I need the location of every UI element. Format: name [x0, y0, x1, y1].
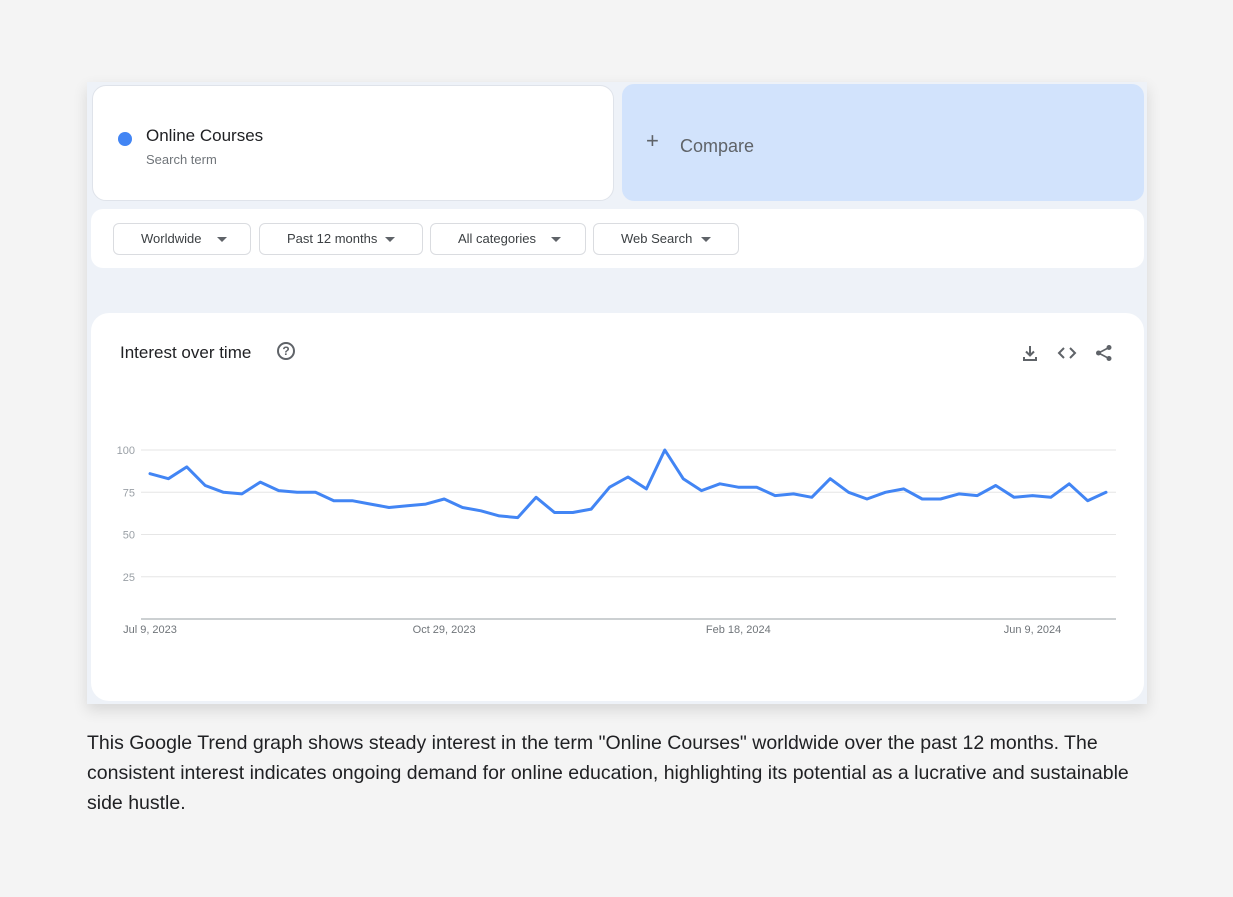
help-circle-icon[interactable]: ?	[277, 342, 295, 360]
filter-category[interactable]: All categories	[430, 223, 586, 255]
caret-down-icon	[217, 237, 227, 242]
trend-line-chart: 25 50 75 100 Jul 9, 2023 Oct 29, 2023 Feb 18, …	[117, 445, 1116, 636]
y-tick-label: 75	[123, 487, 135, 499]
filter-search-type[interactable]: Web Search	[593, 223, 739, 255]
x-tick-label: Feb 18, 2024	[706, 624, 771, 636]
interest-over-time-card: Interest over time ? 25 50 75 100 Jul 9, 202…	[91, 313, 1144, 701]
share-icon[interactable]	[1094, 343, 1114, 363]
caret-down-icon	[385, 237, 395, 242]
filter-category-label: All categories	[458, 231, 537, 246]
caption-text: This Google Trend graph shows steady int…	[87, 732, 1129, 814]
y-tick-label: 50	[123, 530, 135, 542]
filter-time-range[interactable]: Past 12 months	[259, 223, 423, 255]
compare-button[interactable]: + Compare	[622, 84, 1144, 201]
plus-icon: +	[646, 128, 659, 153]
search-term-name: Online Courses	[146, 126, 264, 145]
x-tick-label: Jul 9, 2023	[123, 624, 177, 636]
filter-region-label: Worldwide	[141, 231, 202, 246]
x-tick-label: Jun 9, 2024	[1004, 624, 1062, 636]
series-line-online-courses	[148, 448, 1108, 520]
search-term-card[interactable]: Online Courses Search term	[92, 85, 614, 201]
filter-region[interactable]: Worldwide	[113, 223, 251, 255]
x-tick-label: Oct 29, 2023	[413, 624, 476, 636]
embed-icon[interactable]	[1057, 343, 1077, 363]
caret-down-icon	[551, 237, 561, 242]
caret-down-icon	[701, 237, 711, 242]
chart-title: Interest over time	[120, 343, 252, 362]
filter-time-range-label: Past 12 months	[287, 231, 378, 246]
filter-search-type-label: Web Search	[621, 231, 693, 246]
y-tick-label: 100	[117, 445, 135, 457]
trends-screenshot: Online Courses Search term + Compare Wor…	[87, 82, 1147, 704]
download-icon[interactable]	[1020, 343, 1040, 363]
y-tick-label: 25	[123, 572, 135, 584]
search-term-sublabel: Search term	[146, 152, 217, 167]
filter-bar: Worldwide Past 12 months All categories …	[91, 209, 1144, 268]
term-color-dot	[118, 132, 132, 146]
compare-label: Compare	[680, 136, 755, 156]
